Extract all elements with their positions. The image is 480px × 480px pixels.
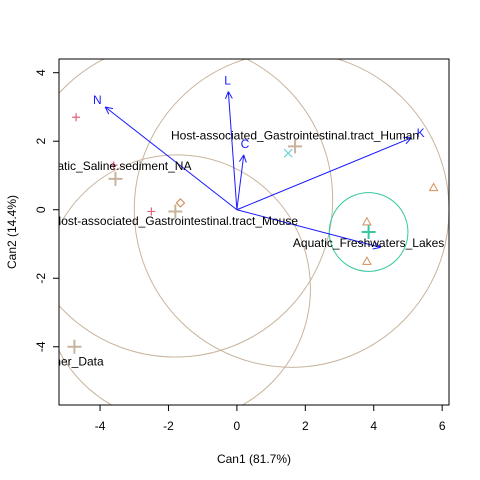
data-point-3	[147, 207, 156, 216]
vector-arrowhead	[105, 106, 114, 110]
group-label-2: Host-associated_Gastrointestinal.tract_M…	[53, 214, 299, 228]
group-ellipse-1	[59, 59, 334, 358]
data-point-8	[428, 182, 439, 192]
x-tick-label: -4	[95, 419, 106, 433]
x-tick-label: 6	[439, 419, 446, 433]
data-point-1	[109, 161, 118, 170]
vector-arrowhead	[104, 106, 110, 115]
y-tick-label: -4	[34, 341, 48, 352]
group-ellipse-2	[59, 154, 311, 405]
data-point-7	[362, 256, 372, 265]
group-centroid-3	[361, 225, 376, 239]
vector-arrow-L	[227, 91, 238, 210]
group-centroid-1	[108, 171, 123, 186]
y-tick-label: 0	[34, 206, 48, 213]
group-centroid-4	[67, 339, 82, 354]
x-tick-label: 2	[302, 419, 309, 433]
group-centroid-0	[288, 139, 303, 154]
group-label-0: Host-associated_Gastrointestinal.tract_H…	[171, 128, 419, 142]
group-label-3: Aquatic_Freshwaters_Lakes	[293, 236, 444, 250]
y-tick-label: 2	[34, 138, 48, 145]
vector-arrow-4	[236, 209, 381, 248]
vector-arrowhead	[224, 91, 229, 100]
data-point-6	[362, 216, 372, 226]
data-point-4	[175, 198, 186, 208]
vector-arrowhead	[227, 91, 233, 99]
vector-arrowhead	[238, 154, 245, 162]
y-tick-label: 4	[34, 69, 48, 76]
vector-arrowhead	[374, 241, 381, 248]
y-axis-label: Can2 (14.4%)	[5, 195, 19, 269]
vector-label-K: K	[417, 126, 425, 140]
data-point-5	[283, 148, 293, 158]
data-point-0	[72, 113, 81, 122]
vector-arrowhead	[405, 137, 412, 145]
group-centroid-2	[168, 204, 183, 219]
x-axis-label: Can1 (81.7%)	[217, 452, 291, 466]
y-tick-label: -2	[34, 273, 48, 284]
vector-arrowhead	[372, 246, 381, 250]
vector-arrow-K	[236, 137, 412, 211]
x-tick-label: -2	[163, 419, 174, 433]
group-label-1: Aquatic_Saline.sediment_NA	[36, 159, 191, 173]
vector-label-C: C	[241, 137, 250, 151]
x-tick-label: 0	[234, 419, 241, 433]
vector-arrowhead	[243, 154, 247, 163]
plot-frame	[58, 58, 450, 406]
group-ellipse-0	[133, 59, 449, 368]
group-label-4: Other_Data	[42, 354, 104, 368]
vector-label-L: L	[224, 74, 231, 88]
vector-label-N: N	[93, 93, 102, 107]
x-tick-label: 4	[370, 419, 377, 433]
vector-arrow-N	[104, 106, 238, 211]
vector-arrow-C	[236, 154, 245, 210]
group-ellipse-3	[328, 192, 409, 272]
